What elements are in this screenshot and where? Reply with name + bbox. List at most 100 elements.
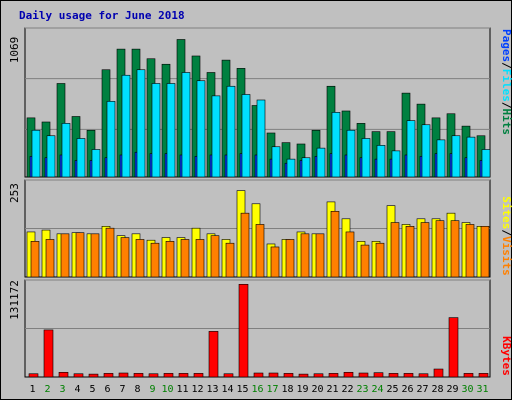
x-tick-label: 10: [161, 384, 173, 395]
x-tick-label: 1: [29, 384, 35, 395]
files-bar: [151, 83, 161, 178]
visits-bar: [435, 220, 445, 278]
x-tick-label: 6: [104, 384, 110, 395]
visits-bar: [240, 212, 250, 278]
right-label-bottom: KBytes: [500, 336, 512, 376]
kbytes-bar: [478, 373, 489, 378]
visits-bar: [30, 241, 40, 278]
kbytes-bar: [313, 373, 324, 378]
x-tick-label: 11: [176, 384, 188, 395]
files-bar: [91, 149, 101, 178]
files-bar: [166, 83, 176, 178]
kbytes-bar: [358, 372, 369, 378]
x-tick-label: 14: [221, 384, 233, 395]
kbytes-bar: [43, 329, 54, 378]
files-legend-label: Files: [500, 69, 512, 102]
visits-bar: [150, 242, 160, 278]
visits-bar: [90, 233, 100, 278]
kbytes-bar: [223, 373, 234, 378]
x-tick-label: 7: [119, 384, 125, 395]
files-bar: [361, 138, 371, 178]
x-tick-label: 23: [356, 384, 368, 395]
files-bar: [391, 150, 401, 178]
kbytes-bar: [403, 373, 414, 378]
files-bar: [136, 69, 146, 178]
files-bar: [421, 124, 431, 178]
files-bar: [286, 158, 296, 178]
files-bar: [436, 139, 446, 178]
x-tick-label: 19: [296, 384, 308, 395]
visits-bar: [300, 233, 310, 278]
kbytes-bar: [73, 373, 84, 378]
visits-legend-label: Visits: [500, 236, 512, 276]
kbytes-bar: [283, 373, 294, 378]
files-bar: [466, 136, 476, 178]
x-tick-label: 16: [251, 384, 263, 395]
files-bar: [346, 129, 356, 178]
x-axis-labels: 1 2 3 4 5 6 7 8 9 10 11 12 13 14 15 16 17 18 19 20 21 22 23 24 2…: [29, 384, 488, 395]
kbytes-bar: [433, 368, 444, 378]
visits-bar: [105, 227, 115, 278]
x-tick-label: 9: [149, 384, 155, 395]
x-tick-label: 24: [371, 384, 383, 395]
files-bar: [61, 123, 71, 178]
x-tick-label: 26: [401, 384, 413, 395]
visits-bar: [360, 244, 370, 278]
kbytes-bar: [268, 372, 279, 378]
visits-bar: [60, 233, 70, 278]
visits-bar: [405, 226, 415, 278]
hits-legend-label: Hits: [500, 109, 512, 136]
sites-visits-panel: [24, 179, 491, 278]
files-bar: [301, 157, 311, 178]
x-tick-label: 22: [341, 384, 353, 395]
files-bar: [256, 99, 266, 178]
x-tick-label: 8: [134, 384, 140, 395]
top-ymax-label: 1069: [8, 37, 21, 64]
files-bar: [181, 72, 191, 178]
files-bar: [316, 147, 326, 178]
right-label-top: Pages/Files/Hits: [500, 29, 512, 135]
x-tick-label: 27: [416, 384, 428, 395]
files-bar: [106, 101, 116, 178]
x-tick-label: 17: [266, 384, 278, 395]
visits-bar: [345, 231, 355, 278]
kbytes-bar: [103, 373, 114, 378]
files-bar: [451, 135, 461, 178]
kbytes-bar: [58, 371, 69, 378]
files-bar: [241, 94, 251, 178]
kbytes-bar: [418, 373, 429, 378]
kbytes-bar: [373, 372, 384, 378]
visits-bar: [120, 237, 130, 278]
kbytes-bar: [343, 371, 354, 378]
kbytes-bar: [208, 331, 219, 378]
x-tick-label: 12: [191, 384, 203, 395]
files-bar: [76, 138, 86, 178]
kbytes-bar: [88, 373, 99, 378]
kbytes-bar: [178, 373, 189, 378]
kbytes-bar: [28, 373, 39, 378]
kbytes-bar: [253, 372, 264, 378]
files-bar: [121, 74, 131, 178]
files-bar: [31, 129, 41, 178]
sites-legend-label: Sites: [500, 196, 512, 229]
x-tick-label: 31: [476, 384, 488, 395]
files-bar: [196, 80, 206, 178]
visits-bar: [45, 239, 55, 278]
visits-bar: [330, 210, 340, 278]
x-tick-label: 18: [281, 384, 293, 395]
legend-separator: /: [500, 102, 512, 109]
x-tick-label: 30: [461, 384, 473, 395]
x-tick-label: 5: [89, 384, 95, 395]
kbytes-bar: [388, 373, 399, 378]
legend-separator: /: [500, 229, 512, 236]
visits-bar: [165, 241, 175, 278]
visits-bar: [420, 222, 430, 278]
visits-bar: [195, 239, 205, 278]
visits-bar: [480, 226, 490, 278]
visits-bar: [375, 242, 385, 278]
x-tick-label: 15: [236, 384, 248, 395]
files-bar: [481, 149, 491, 178]
visits-bar: [225, 242, 235, 278]
visits-bar: [315, 233, 325, 278]
bottom-ymax-label: 131172: [8, 280, 21, 320]
